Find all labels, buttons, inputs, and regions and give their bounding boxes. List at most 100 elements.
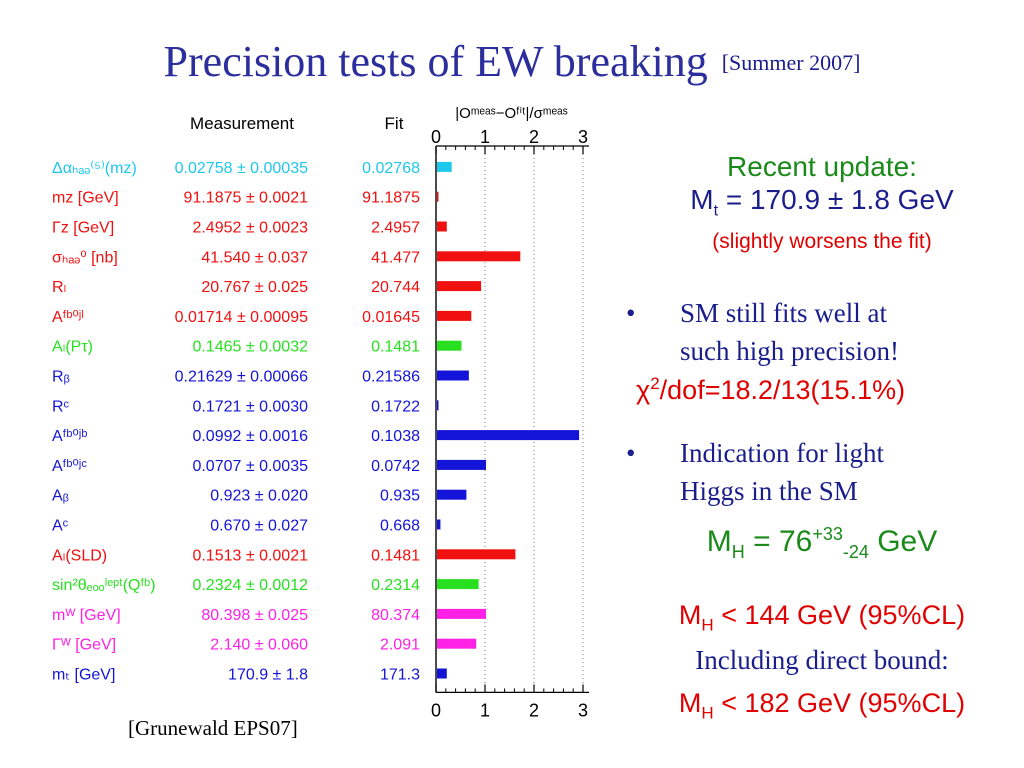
pull-bar — [437, 400, 439, 411]
lim2-prefix: M — [678, 688, 702, 718]
row-measurement: 20.767 ± 0.025 — [201, 279, 308, 296]
row-label: mᵂ [GeV] — [52, 607, 121, 624]
update-block: Recent update: Mt = 170.9 ± 1.8 GeV (sli… — [620, 150, 1024, 256]
row-fit: 0.0742 — [371, 458, 420, 475]
row-measurement: 0.923 ± 0.020 — [210, 488, 308, 505]
row-fit: 171.3 — [380, 667, 420, 684]
pull-bar — [437, 430, 580, 441]
mh-sub: H — [731, 542, 745, 562]
x-tick-label-bottom: 0 — [431, 700, 441, 720]
row-label: Δαₕₐₔ⁽⁵⁾(mᴢ) — [52, 160, 137, 177]
mh-plus: +33 — [812, 524, 843, 544]
row-fit: 0.935 — [380, 488, 420, 505]
bullet-higgs-line1: Indication for light — [680, 438, 884, 468]
row-label: Aᶠᵇ⁰ʲᶜ — [52, 458, 87, 475]
bullet-dot: • — [626, 438, 636, 468]
pull-bar — [437, 549, 516, 560]
row-fit: 0.668 — [380, 518, 420, 535]
row-label: Aᶠᵇ⁰ʲˡ — [52, 309, 84, 326]
row-measurement: 91.1875 ± 0.0021 — [184, 190, 309, 207]
row-label: Rₗ — [52, 279, 66, 296]
update-note: (slightly worsens the fit) — [712, 229, 932, 253]
pull-bar — [437, 281, 482, 292]
row-measurement: 0.1465 ± 0.0032 — [192, 339, 308, 356]
row-measurement: 41.540 ± 0.037 — [201, 249, 308, 266]
higgs-mass: MH = 76+33-24 GeV — [620, 524, 1024, 563]
row-fit: 91.1875 — [362, 190, 420, 207]
update-heading: Recent update: — [727, 151, 917, 182]
pull-bar — [437, 191, 439, 202]
lim1-sub: H — [701, 615, 714, 635]
row-fit: 0.1722 — [371, 398, 420, 415]
lim1-text: < 144 GeV (95%CL) — [713, 600, 966, 630]
mh-unit: GeV — [868, 525, 938, 558]
row-fit: 0.1038 — [371, 428, 420, 445]
higgs-limit-1: MH < 144 GeV (95%CL) — [620, 600, 1024, 635]
mt-prefix: M — [690, 184, 714, 215]
bullet-fit-line2: such high precision! — [680, 336, 899, 366]
x-tick-label-top: 0 — [431, 127, 441, 147]
x-tick-label-top: 3 — [578, 127, 588, 147]
row-fit: 0.2314 — [371, 577, 420, 594]
update-mt: Mt = 170.9 ± 1.8 GeV — [620, 184, 1024, 228]
row-measurement: 0.1513 ± 0.0021 — [192, 547, 308, 564]
pull-bar — [437, 221, 447, 232]
bullet-fit-line1: SM still fits well at — [680, 298, 888, 328]
chi2-text: χ2/dof=18.2/13(15.1%) — [636, 374, 905, 406]
mt-value: = 170.9 ± 1.8 GeV — [718, 184, 954, 215]
row-label: mᴢ [GeV] — [52, 190, 119, 207]
pull-bar — [437, 459, 486, 470]
row-fit: 80.374 — [371, 607, 420, 624]
pull-bar — [437, 310, 472, 321]
row-measurement: 2.140 ± 0.060 — [210, 637, 308, 654]
pull-bar — [437, 638, 477, 649]
pull-bar — [437, 161, 452, 172]
row-measurement: 0.1721 ± 0.0030 — [192, 398, 308, 415]
pull-bar — [437, 579, 479, 590]
title-main: Precision tests of EW breaking — [163, 37, 708, 86]
x-tick-label-bottom: 2 — [529, 700, 539, 720]
row-label: mₜ [GeV] — [52, 667, 115, 684]
header-fit: Fit — [385, 114, 404, 133]
chi2-sup: 2 — [650, 374, 660, 393]
pull-bar — [437, 251, 521, 262]
pull-bar — [437, 608, 486, 619]
pull-bar — [437, 370, 469, 381]
row-measurement: 170.9 ± 1.8 — [228, 667, 308, 684]
row-fit: 0.1481 — [371, 547, 420, 564]
pull-chart: Measurement Fit |Oᵐᵉᵃˢ−Oᶠⁱᵗ|/σᵐᵉᵃˢ 0 0 1 1 2 2 3 3… — [52, 105, 589, 720]
mh-value: = 76 — [744, 525, 813, 558]
x-tick-label-bottom: 3 — [578, 700, 588, 720]
row-fit: 41.477 — [371, 249, 420, 266]
row-fit: 2.4957 — [371, 220, 420, 237]
row-measurement: 0.0992 ± 0.0016 — [192, 428, 308, 445]
row-fit: 0.21586 — [362, 369, 420, 386]
pull-bar — [437, 340, 462, 351]
row-fit: 2.091 — [380, 637, 420, 654]
title-date: [Summer 2007] — [721, 50, 861, 75]
row-label: Aₗ(SLD) — [52, 547, 107, 564]
mt-sub: t — [713, 202, 719, 220]
row-label: Γᴢ [GeV] — [52, 220, 114, 237]
row-measurement: 0.02758 ± 0.00035 — [175, 160, 308, 177]
row-measurement: 0.0707 ± 0.0035 — [192, 458, 308, 475]
pull-bar — [437, 519, 441, 530]
row-measurement: 0.21629 ± 0.00066 — [175, 369, 308, 386]
row-fit: 20.744 — [371, 279, 420, 296]
lim1-prefix: M — [678, 600, 702, 630]
row-label: Rᵦ — [52, 369, 70, 386]
pull-bar — [437, 489, 467, 500]
row-measurement: 2.4952 ± 0.0023 — [192, 220, 308, 237]
row-measurement: 0.670 ± 0.027 — [210, 518, 308, 535]
mh-minus: -24 — [842, 542, 869, 562]
row-label: Rᶜ — [52, 398, 70, 415]
x-tick-label-bottom: 1 — [480, 700, 490, 720]
row-label: Aₗ(Pτ) — [52, 339, 93, 356]
row-label: Γᵂ [GeV] — [52, 637, 116, 654]
row-label: σₕₐₔ⁰ [nb] — [52, 249, 118, 266]
row-label: Aᶜ — [52, 518, 69, 535]
row-fit: 0.1481 — [371, 339, 420, 356]
row-fit: 0.01645 — [362, 309, 420, 326]
x-tick-label-top: 2 — [529, 127, 539, 147]
row-fit: 0.02768 — [362, 160, 420, 177]
